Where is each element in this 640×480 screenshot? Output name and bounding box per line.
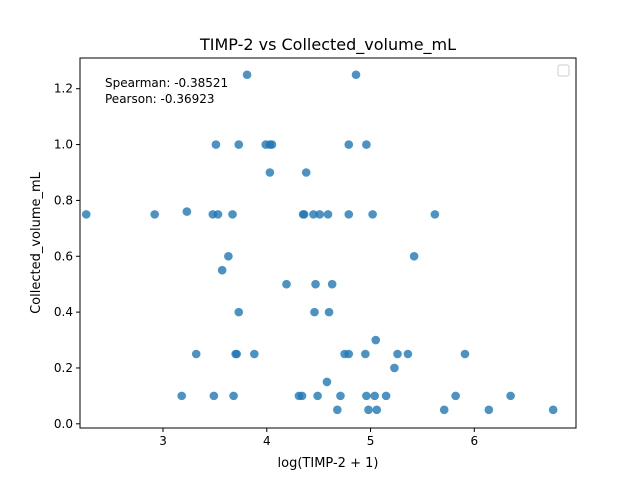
spearman-annotation: Spearman: -0.38521 — [105, 76, 228, 90]
data-point — [484, 405, 494, 415]
data-point — [311, 279, 320, 289]
data-point — [460, 349, 470, 359]
data-point — [371, 335, 381, 345]
y-tick-label: 0.8 — [54, 193, 73, 207]
data-point — [234, 307, 244, 317]
data-point — [344, 349, 354, 359]
data-point — [327, 279, 337, 289]
data-point — [224, 251, 233, 261]
x-axis-label: log(TIMP-2 + 1) — [278, 456, 379, 471]
data-point — [209, 391, 219, 401]
data-point — [344, 140, 354, 149]
data-point — [370, 391, 379, 401]
plot-frame — [79, 57, 577, 429]
data-point — [324, 307, 334, 317]
data-point — [506, 391, 515, 401]
data-point — [409, 251, 419, 261]
data-point — [390, 363, 399, 373]
x-tick-label: 3 — [159, 434, 167, 448]
data-point — [232, 349, 241, 359]
data-point — [362, 140, 371, 149]
data-point — [372, 405, 382, 415]
data-point — [297, 391, 307, 401]
y-axis-label: Collected_volume_mL — [29, 171, 44, 314]
x-axis-ticks: 3 4 5 6 — [159, 428, 478, 448]
data-point — [393, 349, 402, 359]
data-point — [250, 349, 259, 359]
data-point — [177, 391, 186, 401]
data-point — [242, 70, 252, 80]
data-point — [362, 391, 371, 401]
y-tick-label: 0.0 — [54, 417, 73, 431]
data-point — [234, 140, 244, 149]
data-point — [323, 210, 333, 219]
y-tick-label: 0.4 — [54, 305, 73, 319]
data-point — [150, 210, 160, 219]
data-point — [361, 349, 370, 359]
x-tick-label: 6 — [470, 434, 478, 448]
data-point — [282, 279, 291, 289]
data-point — [315, 210, 324, 219]
pearson-annotation: Pearson: -0.36923 — [105, 92, 215, 106]
data-point — [430, 210, 440, 219]
data-point — [351, 70, 361, 80]
x-tick-label: 5 — [367, 434, 375, 448]
data-point — [364, 405, 373, 415]
points-layer — [81, 70, 558, 415]
data-point — [381, 391, 391, 401]
data-point — [336, 391, 345, 401]
data-point — [439, 405, 449, 415]
y-axis-ticks: 0.0 0.2 0.4 0.6 0.8 1.0 1.2 — [54, 82, 80, 431]
data-point — [299, 210, 309, 219]
y-tick-label: 1.2 — [54, 82, 73, 96]
data-point — [548, 405, 558, 415]
data-point — [267, 140, 277, 149]
data-point — [333, 405, 342, 415]
x-tick-label: 4 — [263, 434, 271, 448]
data-point — [310, 307, 319, 317]
legend-box — [557, 64, 570, 77]
data-point — [182, 207, 192, 216]
data-point — [211, 140, 221, 149]
data-point — [309, 210, 318, 219]
data-point — [228, 210, 237, 219]
data-point — [301, 168, 311, 177]
data-point — [229, 391, 238, 401]
data-point — [81, 210, 91, 219]
data-point — [368, 210, 377, 219]
data-point — [265, 168, 275, 177]
data-point — [451, 391, 460, 401]
y-tick-label: 0.6 — [54, 249, 73, 263]
y-tick-label: 1.0 — [54, 138, 73, 152]
data-point — [313, 391, 322, 401]
data-point — [217, 265, 227, 275]
data-point — [213, 210, 223, 219]
chart-title: TIMP-2 vs Collected_volume_mL — [199, 35, 456, 55]
y-tick-label: 0.2 — [54, 361, 73, 375]
data-point — [322, 377, 332, 387]
data-point — [344, 210, 354, 219]
data-point — [191, 349, 201, 359]
data-point — [403, 349, 413, 359]
